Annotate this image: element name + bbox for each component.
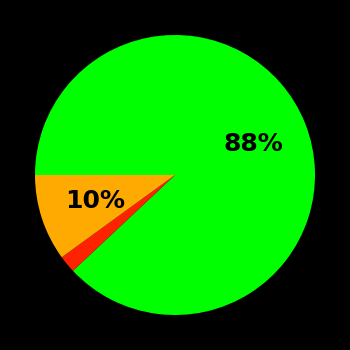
- Wedge shape: [35, 35, 315, 315]
- Wedge shape: [62, 175, 175, 271]
- Text: 10%: 10%: [65, 189, 125, 213]
- Wedge shape: [35, 175, 175, 257]
- Text: 88%: 88%: [223, 132, 283, 156]
